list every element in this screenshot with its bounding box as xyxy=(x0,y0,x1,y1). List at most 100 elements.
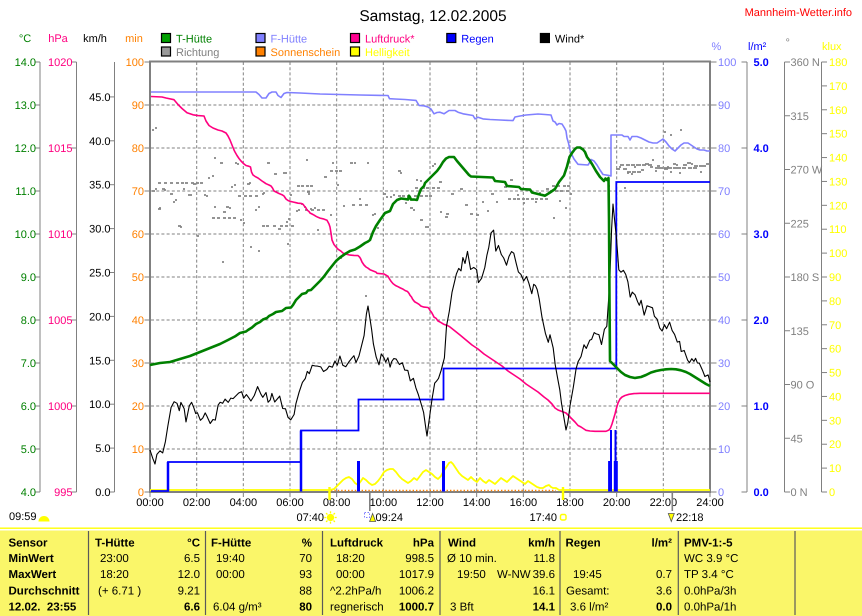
svg-text:998.5: 998.5 xyxy=(405,553,434,565)
svg-text:regnerisch: regnerisch xyxy=(330,602,384,614)
svg-text:12.0: 12.0 xyxy=(178,569,200,581)
svg-text:^2.2hPa/h: ^2.2hPa/h xyxy=(330,586,381,598)
svg-text:225: 225 xyxy=(791,218,809,230)
svg-text:8.0: 8.0 xyxy=(21,315,36,327)
svg-text:170: 170 xyxy=(829,81,847,93)
svg-text:100: 100 xyxy=(126,57,144,69)
svg-text:10: 10 xyxy=(829,463,841,475)
svg-text:35.0: 35.0 xyxy=(89,180,110,192)
svg-text:02:00: 02:00 xyxy=(183,497,211,509)
svg-text:Gesamt:: Gesamt: xyxy=(566,586,609,598)
svg-text:3 Bft: 3 Bft xyxy=(450,602,474,614)
svg-text:24:00: 24:00 xyxy=(696,497,724,509)
svg-text:0.7: 0.7 xyxy=(656,569,672,581)
svg-text:0: 0 xyxy=(138,487,144,499)
svg-text:60: 60 xyxy=(132,229,144,241)
svg-text:14.0: 14.0 xyxy=(15,57,36,69)
svg-text:40: 40 xyxy=(829,391,841,403)
svg-text:11.0: 11.0 xyxy=(15,186,36,198)
svg-text:5.0: 5.0 xyxy=(754,57,769,69)
svg-text:0.0: 0.0 xyxy=(754,487,769,499)
svg-text:1020: 1020 xyxy=(48,57,72,69)
svg-text:Wind: Wind xyxy=(448,538,476,550)
svg-text:09:59: 09:59 xyxy=(9,511,37,523)
svg-text:Regen: Regen xyxy=(461,34,493,46)
svg-text:16:00: 16:00 xyxy=(510,497,538,509)
svg-text:MaxWert: MaxWert xyxy=(9,569,57,581)
svg-text:1017.9: 1017.9 xyxy=(399,569,434,581)
svg-text:°: ° xyxy=(786,37,790,49)
svg-text:93: 93 xyxy=(299,569,312,581)
svg-text:60: 60 xyxy=(829,344,841,356)
svg-text:T-Hütte: T-Hütte xyxy=(95,538,135,550)
svg-text:0.0hPa/3h: 0.0hPa/3h xyxy=(684,586,736,598)
svg-text:110: 110 xyxy=(829,224,847,236)
svg-text:1000.7: 1000.7 xyxy=(399,602,434,614)
svg-text:160: 160 xyxy=(829,105,847,117)
svg-text:80: 80 xyxy=(299,602,312,614)
svg-text:17:40: 17:40 xyxy=(529,512,557,524)
svg-text:F-Hütte: F-Hütte xyxy=(271,34,308,46)
svg-text:180 S: 180 S xyxy=(791,272,820,284)
svg-text:50: 50 xyxy=(132,272,144,284)
svg-text:22:18: 22:18 xyxy=(676,512,704,524)
svg-text:06:00: 06:00 xyxy=(276,497,304,509)
svg-text:0: 0 xyxy=(718,487,724,499)
svg-text:60: 60 xyxy=(718,229,730,241)
svg-text:14.1: 14.1 xyxy=(533,602,556,614)
svg-text:MinWert: MinWert xyxy=(9,553,54,565)
svg-text:Mannheim-Wetter.info: Mannheim-Wetter.info xyxy=(745,7,852,19)
svg-text:80: 80 xyxy=(718,143,730,155)
svg-text:39.6: 39.6 xyxy=(533,569,555,581)
svg-text:23:00: 23:00 xyxy=(100,553,129,565)
svg-text:0.0hPa/1h: 0.0hPa/1h xyxy=(684,602,736,614)
svg-text:°C: °C xyxy=(187,538,200,550)
svg-text:10: 10 xyxy=(718,444,730,456)
svg-text:0: 0 xyxy=(829,487,835,499)
svg-text:10:00: 10:00 xyxy=(370,497,398,509)
svg-text:19:50: 19:50 xyxy=(457,569,486,581)
svg-text:18:20: 18:20 xyxy=(336,553,365,565)
svg-text:5.0: 5.0 xyxy=(95,443,110,455)
svg-text:90: 90 xyxy=(132,100,144,112)
svg-text:14:00: 14:00 xyxy=(463,497,491,509)
svg-text:70: 70 xyxy=(829,320,841,332)
svg-text:6.04 g/m³: 6.04 g/m³ xyxy=(213,602,262,614)
svg-text:10.0: 10.0 xyxy=(15,229,36,241)
svg-text:6.6: 6.6 xyxy=(184,602,200,614)
svg-text:Helligkeit: Helligkeit xyxy=(365,47,410,59)
svg-text:80: 80 xyxy=(829,296,841,308)
svg-text:T-Hütte: T-Hütte xyxy=(176,34,212,46)
svg-text:100: 100 xyxy=(829,248,847,260)
svg-text:Luftdruck*: Luftdruck* xyxy=(365,34,415,46)
svg-text:Wind*: Wind* xyxy=(555,34,585,46)
svg-text:70: 70 xyxy=(132,186,144,198)
svg-text:Durchschnitt: Durchschnitt xyxy=(9,586,80,598)
svg-text:22:00: 22:00 xyxy=(650,497,678,509)
svg-text:07:40: 07:40 xyxy=(296,512,324,524)
svg-text:20: 20 xyxy=(829,439,841,451)
svg-text:7.0: 7.0 xyxy=(21,358,36,370)
svg-text:50: 50 xyxy=(829,368,841,380)
svg-text:19:45: 19:45 xyxy=(573,569,602,581)
svg-text:70: 70 xyxy=(299,553,312,565)
svg-text:Regen: Regen xyxy=(566,538,601,550)
svg-text:135: 135 xyxy=(791,326,809,338)
svg-text:km/h: km/h xyxy=(528,538,555,550)
svg-text:30: 30 xyxy=(829,415,841,427)
svg-text:20: 20 xyxy=(132,401,144,413)
svg-text:9.21: 9.21 xyxy=(178,586,200,598)
svg-text:1015: 1015 xyxy=(48,143,72,155)
svg-text:Luftdruck: Luftdruck xyxy=(330,538,384,550)
svg-text:TP 3.4 °C: TP 3.4 °C xyxy=(684,569,734,581)
svg-text:40: 40 xyxy=(132,315,144,327)
svg-text:88: 88 xyxy=(299,586,312,598)
svg-text:30: 30 xyxy=(132,358,144,370)
svg-text:360 N: 360 N xyxy=(791,57,820,69)
svg-text:hPa: hPa xyxy=(48,33,68,45)
svg-text:6.0: 6.0 xyxy=(21,401,36,413)
svg-text:Ø 10 min.: Ø 10 min. xyxy=(447,553,497,565)
svg-text:130: 130 xyxy=(829,176,847,188)
svg-text:120: 120 xyxy=(829,200,847,212)
svg-text:13.0: 13.0 xyxy=(15,100,36,112)
